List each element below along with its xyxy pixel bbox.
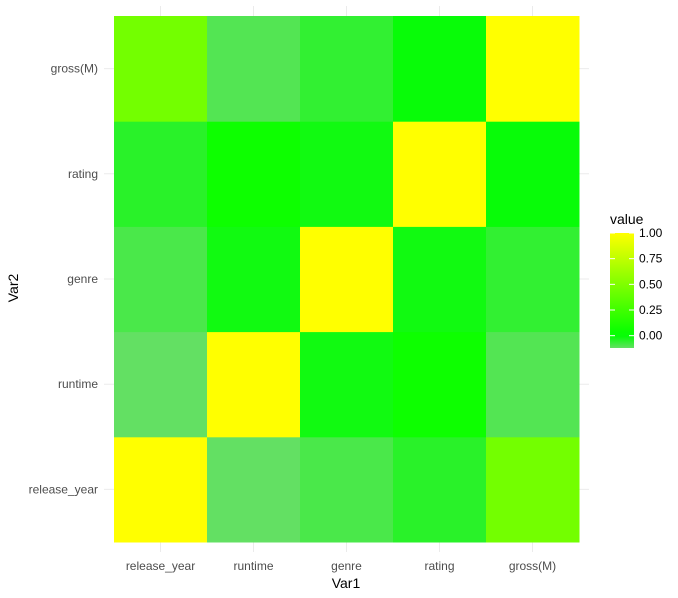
y-tick-label: release_year <box>29 482 98 496</box>
legend-tick-label: 0.75 <box>639 252 663 266</box>
x-tick-label: runtime <box>233 559 273 573</box>
legend-tick-label: 0.25 <box>639 303 663 317</box>
heatmap-cell-rating-rating <box>393 121 487 227</box>
heatmap-cell-runtime-release_year <box>207 436 301 543</box>
heatmap-cell-release_year-gross(M) <box>114 16 208 122</box>
heatmap-cell-rating-gross(M) <box>393 16 487 122</box>
y-tick-label: gross(M) <box>51 62 98 76</box>
heatmap-cell-release_year-release_year <box>114 436 208 543</box>
legend-tick-label: 1.00 <box>639 226 663 240</box>
heatmap-cell-runtime-rating <box>207 121 301 227</box>
x-tick-label: genre <box>331 559 362 573</box>
heatmap-cell-gross(M)-gross(M) <box>486 16 580 122</box>
heatmap-cell-gross(M)-release_year <box>486 436 580 543</box>
heatmap-cell-release_year-rating <box>114 121 208 227</box>
heatmap-cell-rating-release_year <box>393 436 487 543</box>
heatmap-cell-release_year-genre <box>114 226 208 333</box>
heatmap-cell-runtime-gross(M) <box>207 16 301 122</box>
heatmap-cell-genre-genre <box>300 226 394 333</box>
heatmap-cell-genre-release_year <box>300 436 394 543</box>
legend-title: value <box>610 211 644 227</box>
x-axis-title: Var1 <box>332 575 361 591</box>
y-tick-labels: release_year runtime genre rating gross(M) <box>29 62 99 497</box>
x-tick-label: gross(M) <box>509 559 556 573</box>
heatmap-cell-gross(M)-genre <box>486 226 580 333</box>
heatmap-cell-genre-runtime <box>300 331 394 438</box>
y-tick-label: genre <box>67 272 98 286</box>
x-tick-label: release_year <box>126 559 195 573</box>
y-tick-label: runtime <box>58 377 98 391</box>
heatmap-cell-runtime-genre <box>207 226 301 333</box>
heatmap-cell-release_year-runtime <box>114 331 208 438</box>
heatmap-tiles <box>114 16 580 543</box>
heatmap-cell-gross(M)-rating <box>486 121 580 227</box>
legend-color-bar <box>610 233 634 348</box>
heatmap-cell-rating-runtime <box>393 331 487 438</box>
x-tick-label: rating <box>424 559 454 573</box>
heatmap-cell-runtime-runtime <box>207 331 301 438</box>
heatmap-cell-genre-gross(M) <box>300 16 394 122</box>
y-tick-label: rating <box>68 167 98 181</box>
x-tick-labels: release_year runtime genre rating gross(M) <box>126 559 556 573</box>
legend-tick-label: 0.50 <box>639 277 663 291</box>
legend-tick-label: 0.00 <box>639 329 663 343</box>
legend-ticks: 1.00 0.75 0.50 0.25 0.00 <box>610 226 663 343</box>
heatmap-cell-rating-genre <box>393 226 487 333</box>
heatmap-cell-gross(M)-runtime <box>486 331 580 438</box>
y-axis-title: Var2 <box>5 274 21 303</box>
heatmap-cell-genre-rating <box>300 121 394 227</box>
color-legend: value 1.00 0.75 0.50 0.25 0.00 <box>610 211 663 348</box>
